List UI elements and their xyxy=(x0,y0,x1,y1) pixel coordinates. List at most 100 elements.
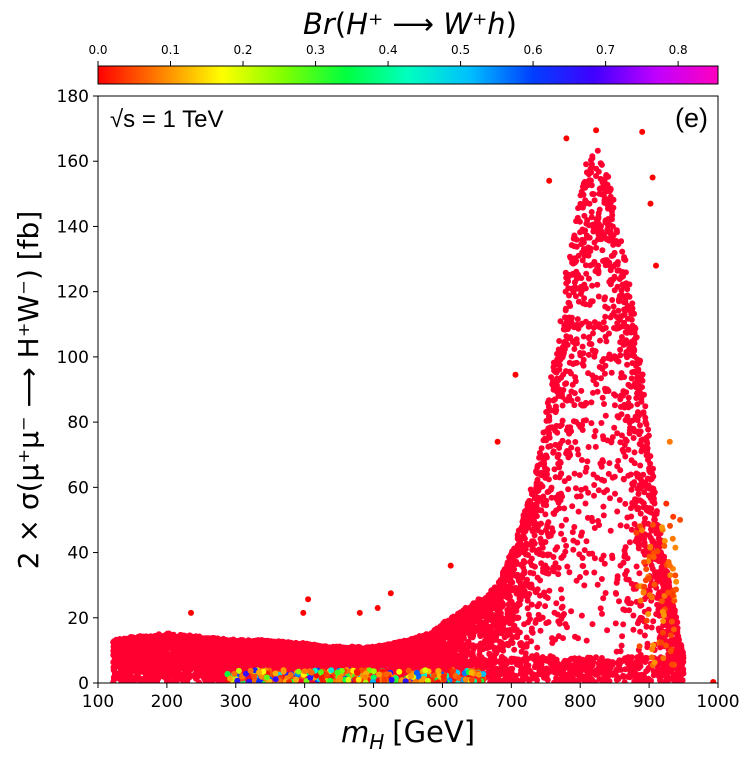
scatter-point xyxy=(613,590,620,597)
scatter-point xyxy=(618,432,625,439)
scatter-point xyxy=(564,424,571,431)
scatter-point xyxy=(558,522,565,529)
scatter-point xyxy=(636,570,643,577)
scatter-point xyxy=(534,549,540,556)
scatter-point xyxy=(565,486,572,493)
scatter-point xyxy=(604,627,611,634)
scatter-point xyxy=(626,539,633,546)
scatter-point xyxy=(654,601,661,608)
scatter-point xyxy=(617,467,624,474)
scatter-point xyxy=(618,334,625,340)
scatter-point xyxy=(528,555,535,562)
scatter-point xyxy=(523,634,530,641)
scatter-point xyxy=(582,184,589,191)
scatter-point xyxy=(561,536,568,543)
scatter-point xyxy=(549,640,556,646)
scatter-point xyxy=(581,547,588,554)
scatter-point xyxy=(616,598,622,605)
colorbar xyxy=(97,65,719,85)
scatter-point xyxy=(586,301,593,308)
scatter-point xyxy=(590,389,596,396)
scatter-point xyxy=(529,545,536,552)
scatter-point xyxy=(645,432,652,439)
scatter-point xyxy=(555,451,562,458)
scatter-point xyxy=(440,652,447,658)
scatter-point xyxy=(613,325,620,332)
scatter-point xyxy=(497,613,504,620)
scatter-point xyxy=(588,214,595,221)
colorbar-ticks: 0.0 0.1 0.2 0.3 0.4 0.5 0.6 0.7 0.8 xyxy=(88,43,688,66)
scatter-point xyxy=(625,576,632,583)
scatter-point xyxy=(611,391,617,398)
scatter-point xyxy=(572,378,579,385)
scatter-point xyxy=(580,333,587,340)
scatter-point xyxy=(600,552,607,559)
scatter-point xyxy=(528,638,535,645)
scatter-point xyxy=(625,472,632,479)
scatter-point xyxy=(447,650,454,657)
scatter-point xyxy=(534,574,541,581)
colorbar-title-args: H⁺ ⟶ W⁺h xyxy=(346,7,506,41)
scatter-point xyxy=(607,495,613,502)
scatter-point xyxy=(611,424,618,431)
scatter-point xyxy=(648,624,655,631)
scatter-point xyxy=(540,493,547,500)
scatter-point xyxy=(591,482,598,488)
scatter-point xyxy=(617,352,624,359)
scatter-point xyxy=(602,294,608,301)
scatter-point xyxy=(533,617,540,623)
scatter-point xyxy=(552,546,559,553)
scatter-point xyxy=(569,503,576,510)
scatter-point xyxy=(592,428,599,434)
scatter-point xyxy=(542,603,549,610)
scatter-point xyxy=(579,422,586,429)
scatter-point xyxy=(642,520,648,527)
scatter-point xyxy=(600,512,607,519)
scatter-point xyxy=(591,555,598,562)
scatter-point xyxy=(585,252,592,259)
scatter-point xyxy=(531,532,538,539)
scatter-point xyxy=(543,502,550,509)
scatter-point xyxy=(618,374,624,381)
scatter-point xyxy=(602,313,609,320)
scatter-point xyxy=(559,437,566,444)
colorbar-tick-label: 0.5 xyxy=(451,43,470,57)
scatter-point xyxy=(640,542,647,548)
scatter-point xyxy=(640,409,647,416)
scatter-point xyxy=(568,397,575,404)
scatter-point xyxy=(577,574,583,580)
scatter-point xyxy=(583,637,590,644)
colorbar-tick-label: 0.2 xyxy=(233,43,252,57)
scatter-point xyxy=(563,333,570,340)
scatter-point xyxy=(469,634,476,641)
scatter-point xyxy=(630,626,637,633)
scatter-point xyxy=(566,569,573,576)
scatter-point xyxy=(581,295,588,302)
scatter-point xyxy=(498,620,505,627)
scatter-point xyxy=(629,417,636,424)
scatter-point xyxy=(621,547,628,554)
scatter-point xyxy=(591,197,598,204)
scatter-point xyxy=(620,449,627,455)
scatter-point xyxy=(631,521,638,527)
scatter-point xyxy=(635,491,642,497)
scatter-point xyxy=(516,578,523,585)
scatter-point xyxy=(585,351,592,358)
scatter-point xyxy=(537,627,544,634)
scatter-point xyxy=(588,399,595,406)
scatter-point xyxy=(564,563,571,570)
scatter-point xyxy=(577,352,584,359)
scatter-point xyxy=(627,402,634,409)
scatter-point xyxy=(617,346,624,353)
scatter-point xyxy=(591,433,598,440)
scatter-point xyxy=(548,484,555,491)
scatter-point xyxy=(611,402,618,409)
scatter-point xyxy=(572,485,579,492)
scatter-point xyxy=(615,457,622,464)
scatter-point xyxy=(623,523,630,530)
scatter-point xyxy=(625,446,632,453)
scatter-point xyxy=(510,616,516,623)
scatter-point xyxy=(632,413,639,420)
scatter-point xyxy=(594,281,601,288)
colorbar-tick-label: 0.4 xyxy=(379,43,398,57)
